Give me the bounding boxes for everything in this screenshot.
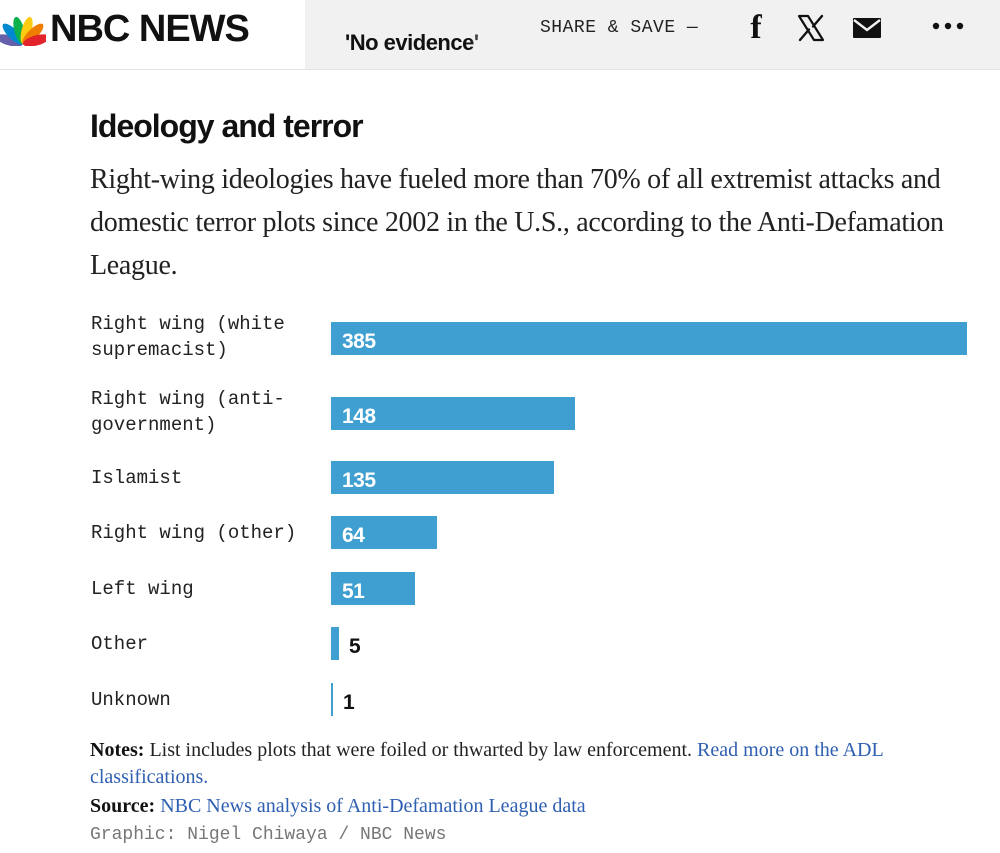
headline-teaser[interactable]: 'No evidence': [345, 30, 479, 55]
site-header: NBC NEWS 'No evidence' SHARE & SAVE — f: [0, 0, 1000, 70]
share-save-label: SHARE & SAVE —: [540, 18, 699, 38]
bar: [331, 397, 575, 430]
category-label: Other: [91, 633, 149, 655]
bar: [331, 516, 437, 549]
graphic-credit: Graphic: Nigel Chiwaya / NBC News: [90, 825, 447, 845]
category-label: Right wing (white supremacist): [91, 313, 285, 361]
email-icon[interactable]: [850, 10, 884, 46]
more-options-icon[interactable]: [928, 8, 968, 44]
bar-value-label: 5: [349, 635, 361, 658]
header-share-bar: [305, 0, 1000, 70]
bar: [331, 627, 339, 660]
chart-description: Right-wing ideologies have fueled more t…: [90, 164, 944, 281]
header-divider: [0, 69, 1000, 70]
chart-notes: Notes: List includes plots that were foi…: [90, 737, 980, 791]
bar-value-label: 1: [343, 691, 355, 714]
bar-value-label: 385: [342, 330, 376, 353]
bar: [331, 322, 967, 355]
x-twitter-icon[interactable]: [794, 10, 828, 46]
bar-value-label: 51: [342, 580, 365, 603]
category-label: Unknown: [91, 689, 171, 711]
category-label: Islamist: [91, 467, 183, 489]
source-link[interactable]: NBC News analysis of Anti-Defamation Lea…: [160, 795, 586, 817]
bar-value-label: 135: [342, 469, 376, 492]
brand-wordmark[interactable]: NBC NEWS: [50, 8, 250, 50]
source-label: Source:: [90, 795, 156, 817]
bar: [331, 461, 554, 494]
chart-title: Ideology and terror: [90, 108, 364, 144]
bar-value-label: 148: [342, 405, 376, 428]
bar-value-label: 64: [342, 524, 365, 547]
bar: [331, 572, 415, 605]
category-label: Right wing (other): [91, 522, 297, 544]
teaser-fade: [470, 26, 500, 60]
horizontal-bar-chart: Right wing (white supremacist) 385 Right w…: [0, 300, 1000, 730]
category-label: Left wing: [91, 578, 194, 600]
adl-classifications-link[interactable]: Read more on the ADL classifications.: [90, 739, 883, 788]
chart-source: Source: NBC News analysis of Anti-Defama…: [90, 793, 586, 820]
bar: [331, 683, 333, 716]
category-label: Right wing (anti- government): [91, 388, 285, 436]
facebook-icon[interactable]: f: [750, 9, 762, 46]
nbc-peacock-icon[interactable]: [0, 12, 46, 46]
notes-text: List includes plots that were foiled or …: [144, 739, 698, 761]
notes-label: Notes:: [90, 739, 145, 761]
